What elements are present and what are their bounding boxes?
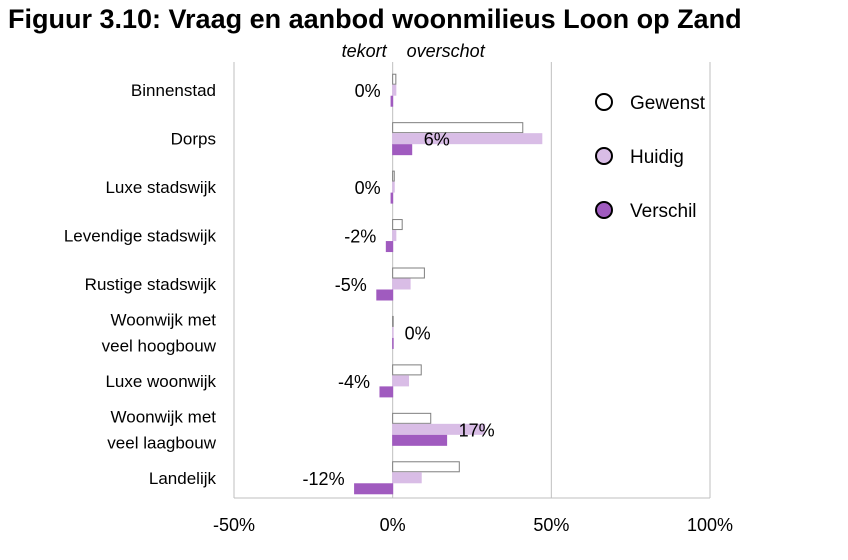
bar-verschil-7 <box>392 434 448 446</box>
chart-title: Figuur 3.10: Vraag en aanbod woonmilieus… <box>8 4 742 34</box>
bar-huidig-3 <box>392 230 397 242</box>
bar-huidig-0 <box>392 84 397 96</box>
data-label: 0% <box>405 323 431 343</box>
bar-huidig-2 <box>392 181 395 193</box>
category-label: Rustige stadswijk <box>85 275 217 294</box>
legend-marker-gewenst <box>595 93 613 111</box>
category-label: Woonwijk met veel laagbouw <box>107 407 216 452</box>
bar-verschil-3 <box>385 241 394 253</box>
bar-gewenst-6 <box>392 364 422 376</box>
legend: Gewenst Huidig Verschil <box>595 93 706 222</box>
bar-huidig-5 <box>392 326 394 338</box>
data-label: 17% <box>459 420 495 440</box>
bars <box>354 73 543 495</box>
bar-huidig-7 <box>392 423 486 435</box>
bar-verschil-5 <box>392 337 394 349</box>
legend-label-huidig: Huidig <box>630 147 684 168</box>
legend-marker-huidig <box>595 147 613 165</box>
bar-gewenst-3 <box>392 219 403 231</box>
category-label: Binnenstad <box>131 81 216 100</box>
bar-huidig-4 <box>392 278 411 290</box>
x-tick-label: 50% <box>533 515 569 535</box>
data-label: -4% <box>338 372 370 392</box>
category-label: Dorps <box>171 130 216 149</box>
bar-gewenst-0 <box>392 73 397 85</box>
bar-verschil-8 <box>354 483 394 495</box>
legend-label-gewenst: Gewenst <box>630 93 706 114</box>
category-label: Landelijk <box>149 469 217 488</box>
legend-marker-verschil <box>595 201 613 219</box>
data-label: 6% <box>424 130 450 150</box>
bar-gewenst-8 <box>392 461 460 473</box>
bar-gewenst-7 <box>392 412 432 424</box>
data-label: -12% <box>303 469 345 489</box>
bar-gewenst-1 <box>392 122 524 134</box>
bar-verschil-1 <box>392 144 413 156</box>
x-tick-label: 0% <box>380 515 406 535</box>
data-label: -2% <box>344 227 376 247</box>
category-label: Levendige stadswijk <box>64 227 217 246</box>
bar-huidig-6 <box>392 375 410 387</box>
x-tick-label: -50% <box>213 515 255 535</box>
bar-gewenst-5 <box>392 315 394 327</box>
side-label-overschot: overschot <box>407 41 486 61</box>
data-label: 0% <box>355 81 381 101</box>
side-label-tekort: tekort <box>342 41 388 61</box>
bar-huidig-8 <box>392 472 422 484</box>
data-label: 0% <box>355 178 381 198</box>
bar-verschil-2 <box>390 192 394 204</box>
category-label: Luxe woonwijk <box>105 372 216 391</box>
category-label: Luxe stadswijk <box>105 178 216 197</box>
bar-gewenst-4 <box>392 267 425 279</box>
bar-verschil-6 <box>379 386 394 398</box>
bar-verschil-0 <box>390 95 394 107</box>
category-label: Woonwijk met veel hoogbouw <box>102 310 217 355</box>
bar-huidig-1 <box>392 133 543 145</box>
x-tick-label: 100% <box>687 515 733 535</box>
labels: -50% 0% 50% 100% tekort overschot Binnenstad 0%… <box>64 41 733 535</box>
bar-verschil-4 <box>376 289 394 301</box>
bar-gewenst-2 <box>392 170 395 182</box>
legend-label-verschil: Verschil <box>630 201 697 222</box>
data-label: -5% <box>335 275 367 295</box>
